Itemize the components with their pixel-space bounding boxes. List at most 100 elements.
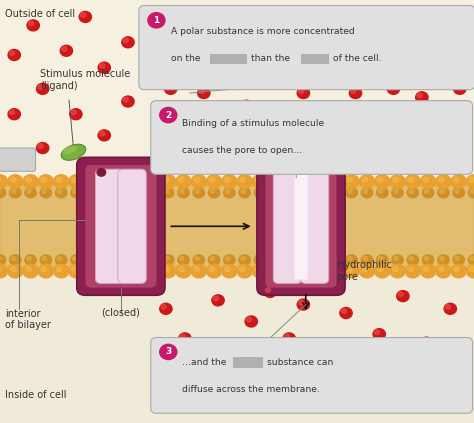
FancyBboxPatch shape: [0, 148, 36, 171]
Circle shape: [26, 177, 31, 182]
Circle shape: [255, 266, 261, 272]
Circle shape: [179, 333, 191, 344]
Circle shape: [316, 266, 322, 272]
Circle shape: [454, 83, 466, 94]
Circle shape: [392, 266, 398, 272]
Circle shape: [420, 175, 436, 188]
Circle shape: [180, 334, 185, 339]
Text: on the: on the: [171, 54, 200, 63]
Text: interior
of bilayer: interior of bilayer: [5, 309, 51, 330]
Circle shape: [252, 264, 267, 278]
Circle shape: [416, 92, 428, 103]
Circle shape: [190, 30, 195, 34]
Circle shape: [100, 63, 105, 68]
Circle shape: [86, 255, 98, 265]
Circle shape: [329, 264, 344, 278]
Text: A polar substance is more concentrated: A polar substance is more concentrated: [171, 27, 355, 36]
Circle shape: [331, 266, 337, 272]
Circle shape: [180, 190, 184, 193]
Text: substance can: substance can: [267, 358, 333, 367]
Circle shape: [161, 264, 176, 278]
Circle shape: [222, 175, 237, 188]
Circle shape: [224, 188, 235, 198]
Circle shape: [246, 317, 252, 322]
Circle shape: [272, 190, 276, 193]
Circle shape: [146, 54, 158, 65]
Circle shape: [57, 190, 62, 193]
Circle shape: [160, 107, 177, 123]
Circle shape: [438, 188, 449, 198]
Circle shape: [118, 177, 123, 182]
Circle shape: [270, 266, 276, 272]
Circle shape: [392, 188, 403, 198]
Circle shape: [409, 190, 413, 193]
Circle shape: [237, 264, 252, 278]
Circle shape: [70, 109, 82, 120]
Circle shape: [256, 190, 261, 193]
Circle shape: [178, 255, 189, 265]
Circle shape: [252, 175, 267, 188]
Circle shape: [423, 266, 429, 272]
Circle shape: [71, 110, 76, 115]
Circle shape: [455, 25, 460, 30]
Circle shape: [241, 190, 245, 193]
Circle shape: [392, 255, 403, 265]
Circle shape: [8, 109, 20, 120]
Text: Stimulus molecule
(ligand): Stimulus molecule (ligand): [40, 69, 130, 91]
Circle shape: [361, 188, 373, 198]
Circle shape: [270, 255, 281, 265]
Circle shape: [178, 188, 189, 198]
Circle shape: [161, 305, 166, 309]
Circle shape: [155, 121, 167, 132]
Circle shape: [72, 177, 77, 182]
Circle shape: [297, 299, 310, 310]
Circle shape: [405, 175, 420, 188]
Circle shape: [207, 264, 222, 278]
Circle shape: [36, 83, 49, 94]
Circle shape: [285, 188, 296, 198]
Circle shape: [379, 256, 383, 261]
Circle shape: [331, 255, 342, 265]
Ellipse shape: [278, 156, 301, 170]
Circle shape: [408, 34, 413, 38]
Circle shape: [209, 177, 215, 182]
Circle shape: [321, 58, 333, 69]
Circle shape: [245, 316, 257, 327]
Circle shape: [9, 188, 21, 198]
Circle shape: [42, 190, 46, 193]
Circle shape: [362, 266, 368, 272]
Circle shape: [436, 264, 451, 278]
Circle shape: [147, 188, 159, 198]
Circle shape: [407, 188, 419, 198]
Circle shape: [420, 264, 436, 278]
Circle shape: [84, 175, 100, 188]
Circle shape: [455, 256, 459, 261]
Circle shape: [348, 256, 352, 261]
Circle shape: [422, 338, 427, 343]
Circle shape: [317, 256, 322, 261]
Circle shape: [346, 177, 353, 182]
Circle shape: [240, 100, 253, 111]
Circle shape: [224, 177, 230, 182]
Circle shape: [316, 177, 322, 182]
Circle shape: [79, 11, 91, 22]
FancyBboxPatch shape: [301, 54, 329, 64]
Text: causes the pore to open…: causes the pore to open…: [182, 146, 303, 155]
Text: of the cell.: of the cell.: [333, 54, 382, 63]
Circle shape: [103, 256, 108, 261]
Circle shape: [86, 188, 98, 198]
Circle shape: [405, 264, 420, 278]
Circle shape: [397, 291, 409, 302]
Circle shape: [164, 83, 177, 94]
Circle shape: [398, 292, 403, 297]
Circle shape: [341, 309, 346, 313]
Circle shape: [133, 266, 138, 272]
Circle shape: [255, 177, 261, 182]
Circle shape: [164, 256, 169, 261]
Circle shape: [268, 264, 283, 278]
Circle shape: [315, 188, 327, 198]
Circle shape: [195, 190, 200, 193]
Circle shape: [270, 188, 281, 198]
Circle shape: [0, 188, 6, 198]
Circle shape: [27, 256, 31, 261]
